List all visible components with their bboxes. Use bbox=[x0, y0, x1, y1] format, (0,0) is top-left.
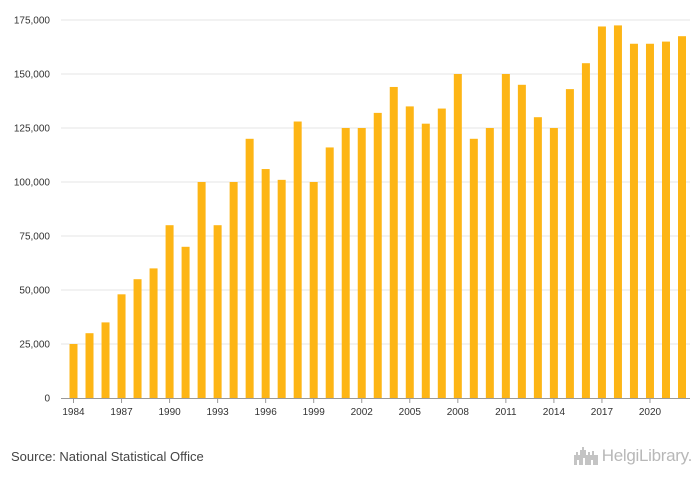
x-tick-label: 2005 bbox=[399, 407, 422, 418]
bar-1996 bbox=[261, 169, 270, 398]
bar-2022 bbox=[678, 36, 686, 398]
y-tick-label: 75,000 bbox=[19, 232, 50, 243]
bar-1986 bbox=[101, 322, 110, 398]
y-tick-label: 50,000 bbox=[19, 286, 50, 297]
bar-2010 bbox=[485, 128, 494, 398]
x-tick-label: 2002 bbox=[351, 407, 374, 418]
bar-1992 bbox=[197, 182, 206, 398]
y-tick-label: 125,000 bbox=[14, 124, 51, 135]
bar-2018 bbox=[613, 25, 622, 399]
bar-1994 bbox=[229, 182, 238, 398]
x-tick-label: 2017 bbox=[591, 407, 614, 418]
bar-2011 bbox=[501, 74, 510, 398]
brand-logo[interactable]: HelgiLibrary. bbox=[573, 446, 692, 466]
chart-area: 0 25,000 50,000 75,000 100,000 125,000 150,000… bbox=[14, 16, 690, 418]
x-tick-label: 2008 bbox=[447, 407, 470, 418]
bar-1989 bbox=[149, 268, 158, 398]
bar-2015 bbox=[565, 89, 574, 399]
bar-2001 bbox=[341, 128, 350, 398]
source-note: Source: National Statistical Office bbox=[11, 449, 204, 464]
x-tick-label: 1990 bbox=[158, 407, 181, 418]
bar-2016 bbox=[581, 63, 590, 398]
bar-1995 bbox=[245, 138, 254, 399]
x-tick-label: 2014 bbox=[543, 407, 566, 418]
bar-2021 bbox=[661, 41, 670, 398]
bar-1990 bbox=[165, 225, 174, 398]
bar-1993 bbox=[213, 225, 222, 398]
bar-2017 bbox=[597, 26, 606, 398]
bar-2013 bbox=[533, 117, 542, 398]
y-tick-label: 100,000 bbox=[14, 178, 51, 189]
bar-2004 bbox=[389, 86, 398, 399]
bar-2003 bbox=[373, 112, 382, 398]
y-tick-label: 0 bbox=[44, 394, 50, 405]
bar-2007 bbox=[437, 108, 446, 398]
bar-1998 bbox=[293, 121, 302, 399]
bar-2014 bbox=[549, 128, 558, 398]
bar-2002 bbox=[357, 128, 366, 398]
bar-2008 bbox=[453, 74, 462, 398]
bar-1997 bbox=[277, 179, 286, 398]
bar-2005 bbox=[405, 106, 414, 399]
y-tick-label: 175,000 bbox=[14, 16, 51, 27]
bar-chart: 0 25,000 50,000 75,000 100,000 125,000 150,000… bbox=[14, 16, 690, 418]
castle-icon bbox=[573, 447, 598, 465]
x-tick-label: 1987 bbox=[110, 407, 133, 418]
y-tick-label: 25,000 bbox=[19, 340, 50, 351]
bar-1991 bbox=[181, 246, 190, 398]
x-tick-label: 1996 bbox=[255, 407, 278, 418]
bar-1985 bbox=[85, 333, 94, 398]
bar-1984 bbox=[69, 344, 78, 398]
x-tick-label: 2011 bbox=[495, 407, 517, 418]
bar-2009 bbox=[469, 138, 478, 399]
x-tick-label: 1999 bbox=[303, 407, 326, 418]
bar-2000 bbox=[325, 147, 334, 398]
x-tick-label: 1993 bbox=[206, 407, 229, 418]
brand-text: HelgiLibrary. bbox=[601, 446, 693, 465]
bar-2006 bbox=[421, 123, 430, 399]
y-tick-label: 150,000 bbox=[14, 70, 51, 81]
bar-1988 bbox=[133, 279, 142, 398]
bar-1999 bbox=[309, 182, 318, 398]
bar-2019 bbox=[629, 43, 638, 398]
footer: Source: National Statistical Office Helg… bbox=[0, 440, 700, 483]
x-tick-label: 1984 bbox=[62, 407, 85, 418]
bar-2020 bbox=[645, 43, 654, 398]
bar-2012 bbox=[517, 84, 526, 399]
x-tick-label: 2020 bbox=[639, 407, 662, 418]
bar-1987 bbox=[117, 294, 126, 398]
